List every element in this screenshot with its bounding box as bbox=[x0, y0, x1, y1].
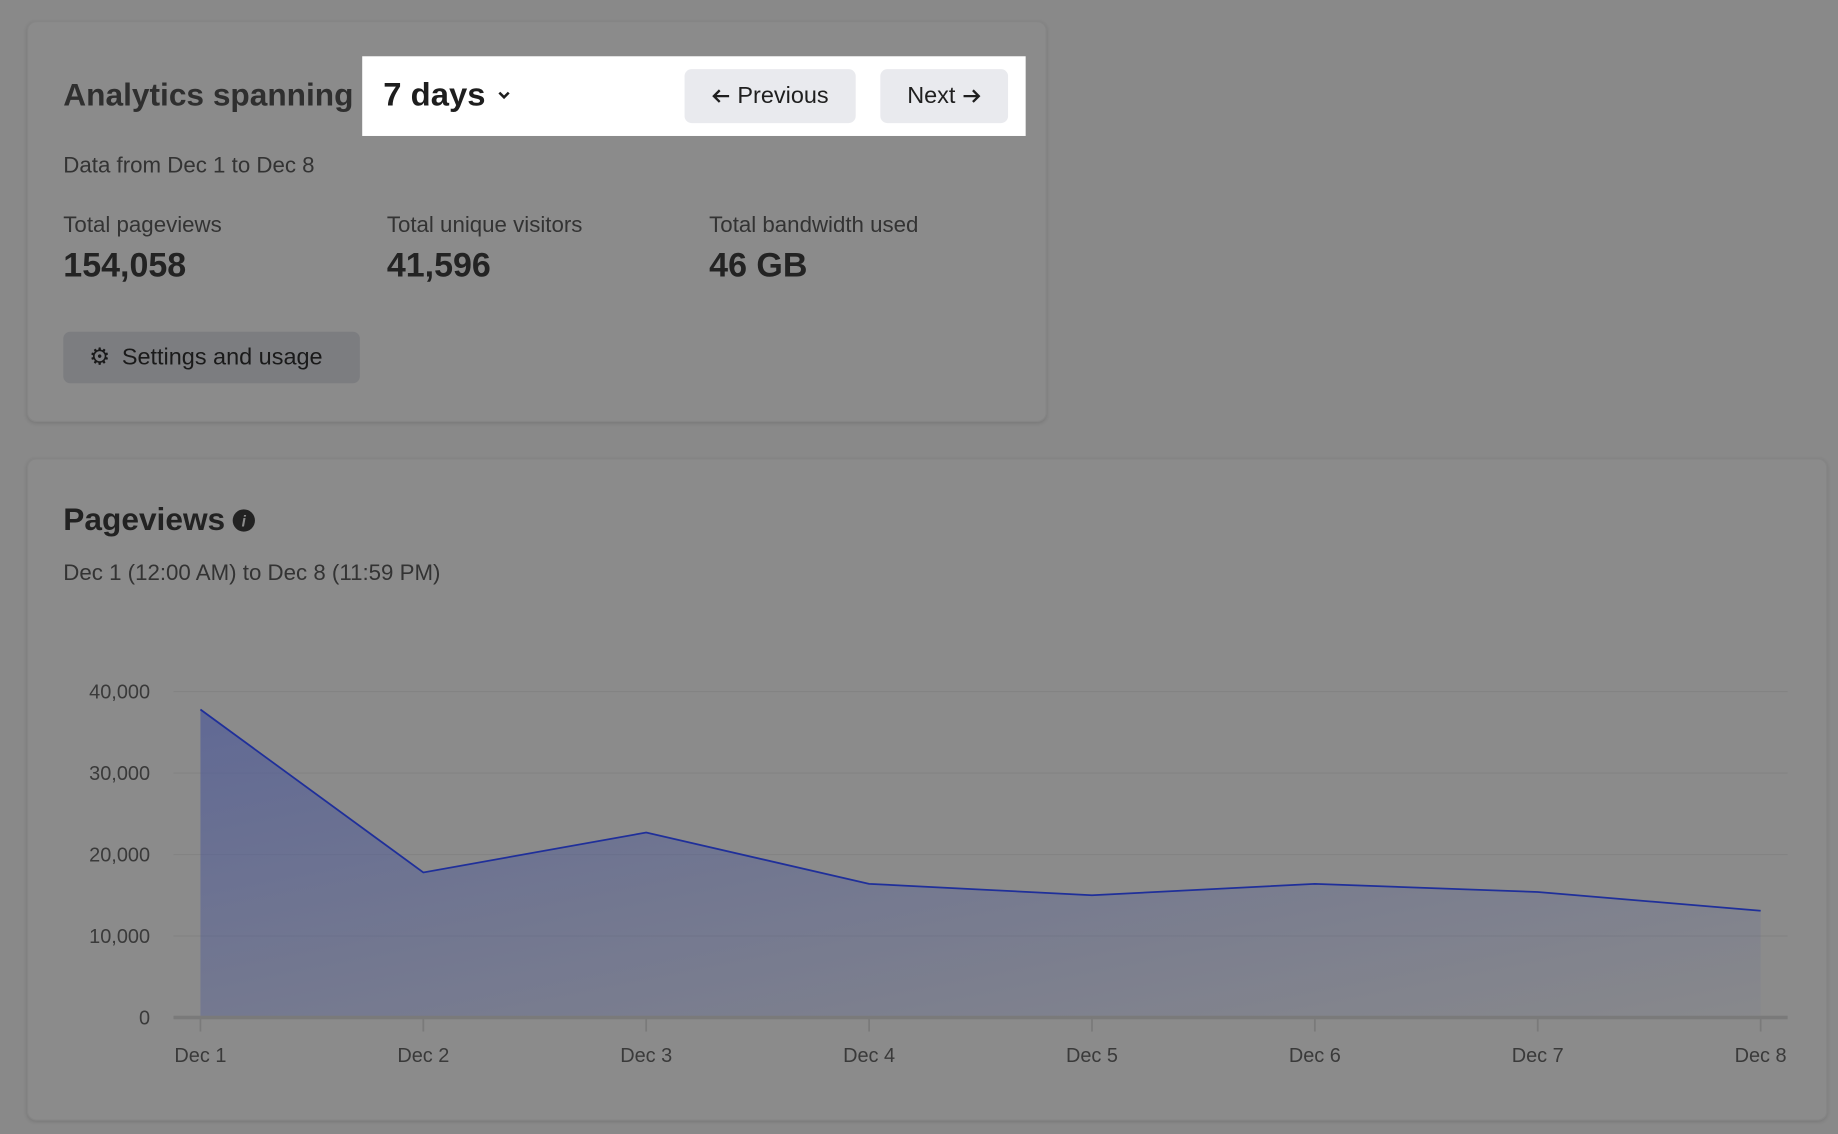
stat-label-bandwidth: Total bandwidth used bbox=[709, 213, 919, 238]
date-range-text: Data from Dec 1 to Dec 8 bbox=[63, 153, 315, 179]
area-fill bbox=[200, 709, 1761, 1018]
x-tick-label: Dec 4 bbox=[843, 1045, 895, 1067]
stat-value-pageviews: 154,058 bbox=[63, 247, 187, 285]
series-line-pageviews bbox=[199, 708, 1761, 912]
info-icon[interactable]: i bbox=[232, 508, 256, 532]
range-controls: 7 days Previous Next bbox=[362, 56, 1026, 136]
x-tick-label: Dec 1 bbox=[174, 1045, 226, 1067]
arrow-left-icon bbox=[712, 89, 730, 103]
stat-value-visitors: 41,596 bbox=[386, 247, 491, 285]
x-tick-label: Dec 5 bbox=[1066, 1045, 1118, 1067]
x-tick-label: Dec 2 bbox=[397, 1045, 449, 1067]
pageviews-title: Pageviews bbox=[63, 501, 226, 537]
settings-label: Settings and usage bbox=[121, 344, 323, 370]
y-tick-label: 40,000 bbox=[89, 682, 150, 704]
x-tick-label: Dec 7 bbox=[1512, 1045, 1564, 1067]
next-label: Next bbox=[907, 82, 956, 109]
pageviews-subtitle: Dec 1 (12:00 AM) to Dec 8 (11:59 PM) bbox=[63, 561, 441, 587]
stat-value-bandwidth: 46 GB bbox=[709, 247, 808, 285]
x-tick-label: Dec 6 bbox=[1289, 1045, 1341, 1067]
range-select-value: 7 days bbox=[383, 76, 486, 113]
range-select[interactable]: 7 days bbox=[383, 76, 511, 114]
next-button[interactable]: Next bbox=[880, 69, 1009, 124]
analytics-heading: Analytics spanning bbox=[63, 77, 354, 113]
gear-icon: ⚙ bbox=[89, 344, 111, 371]
svg-text:i: i bbox=[242, 513, 247, 530]
y-tick-label: 10,000 bbox=[89, 926, 150, 948]
previous-label: Previous bbox=[737, 82, 829, 109]
previous-button[interactable]: Previous bbox=[684, 69, 856, 124]
y-tick-label: 0 bbox=[139, 1007, 150, 1029]
settings-and-usage-button[interactable]: ⚙ Settings and usage bbox=[63, 331, 360, 384]
y-tick-label: 30,000 bbox=[89, 763, 150, 785]
y-tick-label: 20,000 bbox=[89, 845, 150, 867]
x-tick-label: Dec 8 bbox=[1735, 1045, 1787, 1067]
stat-label-pageviews: Total pageviews bbox=[63, 213, 222, 238]
arrow-right-icon bbox=[963, 89, 981, 103]
stat-label-visitors: Total unique visitors bbox=[386, 213, 583, 238]
chevron-down-icon bbox=[498, 91, 510, 100]
x-tick-label: Dec 3 bbox=[620, 1045, 672, 1067]
